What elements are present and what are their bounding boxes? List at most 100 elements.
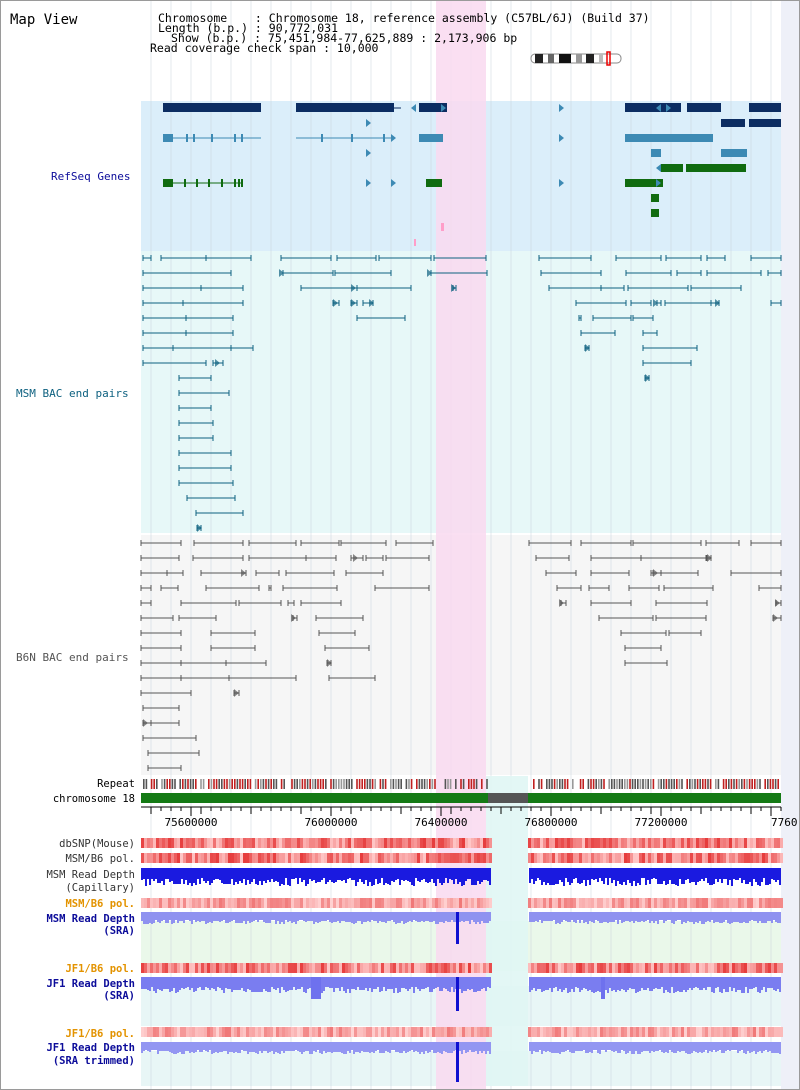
depth-bar: [205, 868, 207, 883]
pol-segment: [564, 1027, 567, 1037]
pol-segment: [699, 898, 702, 908]
pol-segment: [426, 838, 429, 848]
repeat-mark: [455, 779, 457, 789]
b6n-bac-pairs-track[interactable]: [140, 540, 782, 771]
repeat-mark: [421, 779, 423, 789]
depth-and-polymorphism-tracks[interactable]: [141, 838, 783, 1082]
jf1-pol-trimmed-label[interactable]: JF1/B6 pol.: [65, 1028, 135, 1040]
gene-feature[interactable]: [687, 103, 721, 112]
gene-feature[interactable]: [651, 209, 659, 217]
depth-bar: [565, 868, 567, 878]
pol-segment: [732, 1027, 735, 1037]
pol-segment: [678, 838, 681, 848]
pol-segment: [387, 1027, 390, 1037]
pol-segment: [750, 1027, 753, 1037]
gene-feature[interactable]: [163, 103, 261, 112]
gene-feature[interactable]: [296, 103, 394, 112]
msm-depth-capillary-label[interactable]: MSM Read Depth: [46, 869, 135, 881]
pol-segment: [378, 1027, 381, 1037]
pol-segment: [432, 853, 435, 863]
depth-bar: [775, 1042, 777, 1053]
repeat-mark: [587, 779, 590, 789]
gene-feature[interactable]: [625, 179, 663, 187]
pol-segment: [639, 898, 642, 908]
gene-feature[interactable]: [661, 164, 683, 172]
refseq-genes-label[interactable]: RefSeq Genes: [51, 170, 130, 183]
pol-segment: [330, 1027, 333, 1037]
msm-b6-pol-sra-label[interactable]: MSM/B6 pol.: [65, 898, 135, 910]
depth-bar: [419, 912, 421, 922]
pol-segment: [735, 853, 738, 863]
pol-segment: [390, 1027, 393, 1037]
gene-feature[interactable]: [749, 119, 781, 127]
pol-segment: [219, 898, 222, 908]
gene-feature[interactable]: [625, 103, 681, 112]
pol-segment: [426, 898, 429, 908]
pol-segment: [537, 853, 540, 863]
depth-bar: [205, 977, 207, 987]
gene-feature[interactable]: [625, 134, 713, 142]
repeat-track[interactable]: [143, 779, 779, 789]
pol-segment: [192, 963, 195, 973]
gene-feature[interactable]: [163, 134, 173, 142]
jf1-pol-label[interactable]: JF1/B6 pol.: [65, 963, 135, 975]
gene-feature[interactable]: [163, 179, 173, 187]
pol-segment: [348, 838, 351, 848]
pol-segment: [231, 963, 234, 973]
depth-bar: [437, 1042, 439, 1052]
length-info: Length (b.p.) : 90,772,031: [158, 21, 338, 35]
pol-segment: [648, 838, 651, 848]
gene-feature[interactable]: [651, 194, 659, 202]
gene-feature[interactable]: [749, 103, 781, 112]
pol-segment: [180, 853, 183, 863]
gene-feature[interactable]: [419, 103, 447, 112]
depth-bar: [731, 1042, 733, 1050]
msm-b6-pol-label[interactable]: MSM/B6 pol.: [65, 853, 135, 865]
jf1-depth-sra-label[interactable]: JF1 Read Depth: [46, 978, 135, 990]
msm-bac-label[interactable]: MSM BAC end pairs: [16, 387, 129, 400]
msm-bac-pairs-track[interactable]: [142, 255, 782, 532]
depth-bar: [637, 1042, 639, 1054]
depth-bar: [247, 977, 249, 989]
depth-bar: [545, 868, 547, 885]
depth-bar: [687, 912, 689, 921]
chromosome-bar[interactable]: [141, 793, 781, 803]
msm-depth-sra-label[interactable]: MSM Read Depth: [46, 913, 135, 925]
pol-segment: [264, 1027, 267, 1037]
depth-bar: [461, 912, 463, 921]
depth-bar: [747, 977, 749, 993]
depth-bar: [375, 868, 377, 879]
depth-bar: [697, 1042, 699, 1053]
pol-segment: [705, 1027, 708, 1037]
repeat-mark: [460, 779, 462, 789]
pol-segment: [780, 963, 783, 973]
pol-segment: [405, 963, 408, 973]
gene-feature[interactable]: [721, 149, 747, 157]
gene-feature[interactable]: [686, 164, 746, 172]
depth-bar: [385, 868, 387, 883]
pol-segment: [150, 1027, 153, 1037]
b6n-bac-label[interactable]: B6N BAC end pairs: [16, 651, 129, 664]
depth-bar: [387, 868, 389, 884]
gene-feature[interactable]: [419, 134, 443, 142]
depth-bar: [401, 912, 403, 921]
dbsnp-label[interactable]: dbSNP(Mouse): [59, 838, 135, 850]
depth-bar: [565, 912, 567, 921]
repeat-label[interactable]: Repeat: [97, 778, 135, 790]
pol-segment: [270, 838, 273, 848]
gene-feature[interactable]: [721, 119, 745, 127]
pol-segment: [489, 853, 492, 863]
gene-feature[interactable]: [651, 149, 661, 157]
gene-feature[interactable]: [426, 179, 442, 187]
chromosome-ideogram[interactable]: [530, 51, 622, 66]
repeat-mark: [735, 779, 738, 789]
depth-bar: [547, 1042, 549, 1051]
jf1-depth-trimmed-label[interactable]: JF1 Read Depth: [46, 1042, 135, 1054]
strand-arrow: [366, 149, 371, 157]
depth-bar: [747, 912, 749, 923]
pol-segment: [555, 838, 558, 848]
chromosome-label[interactable]: chromosome 18: [53, 793, 135, 805]
depth-bar: [549, 912, 551, 921]
refseq-genes-track[interactable]: [163, 103, 781, 246]
